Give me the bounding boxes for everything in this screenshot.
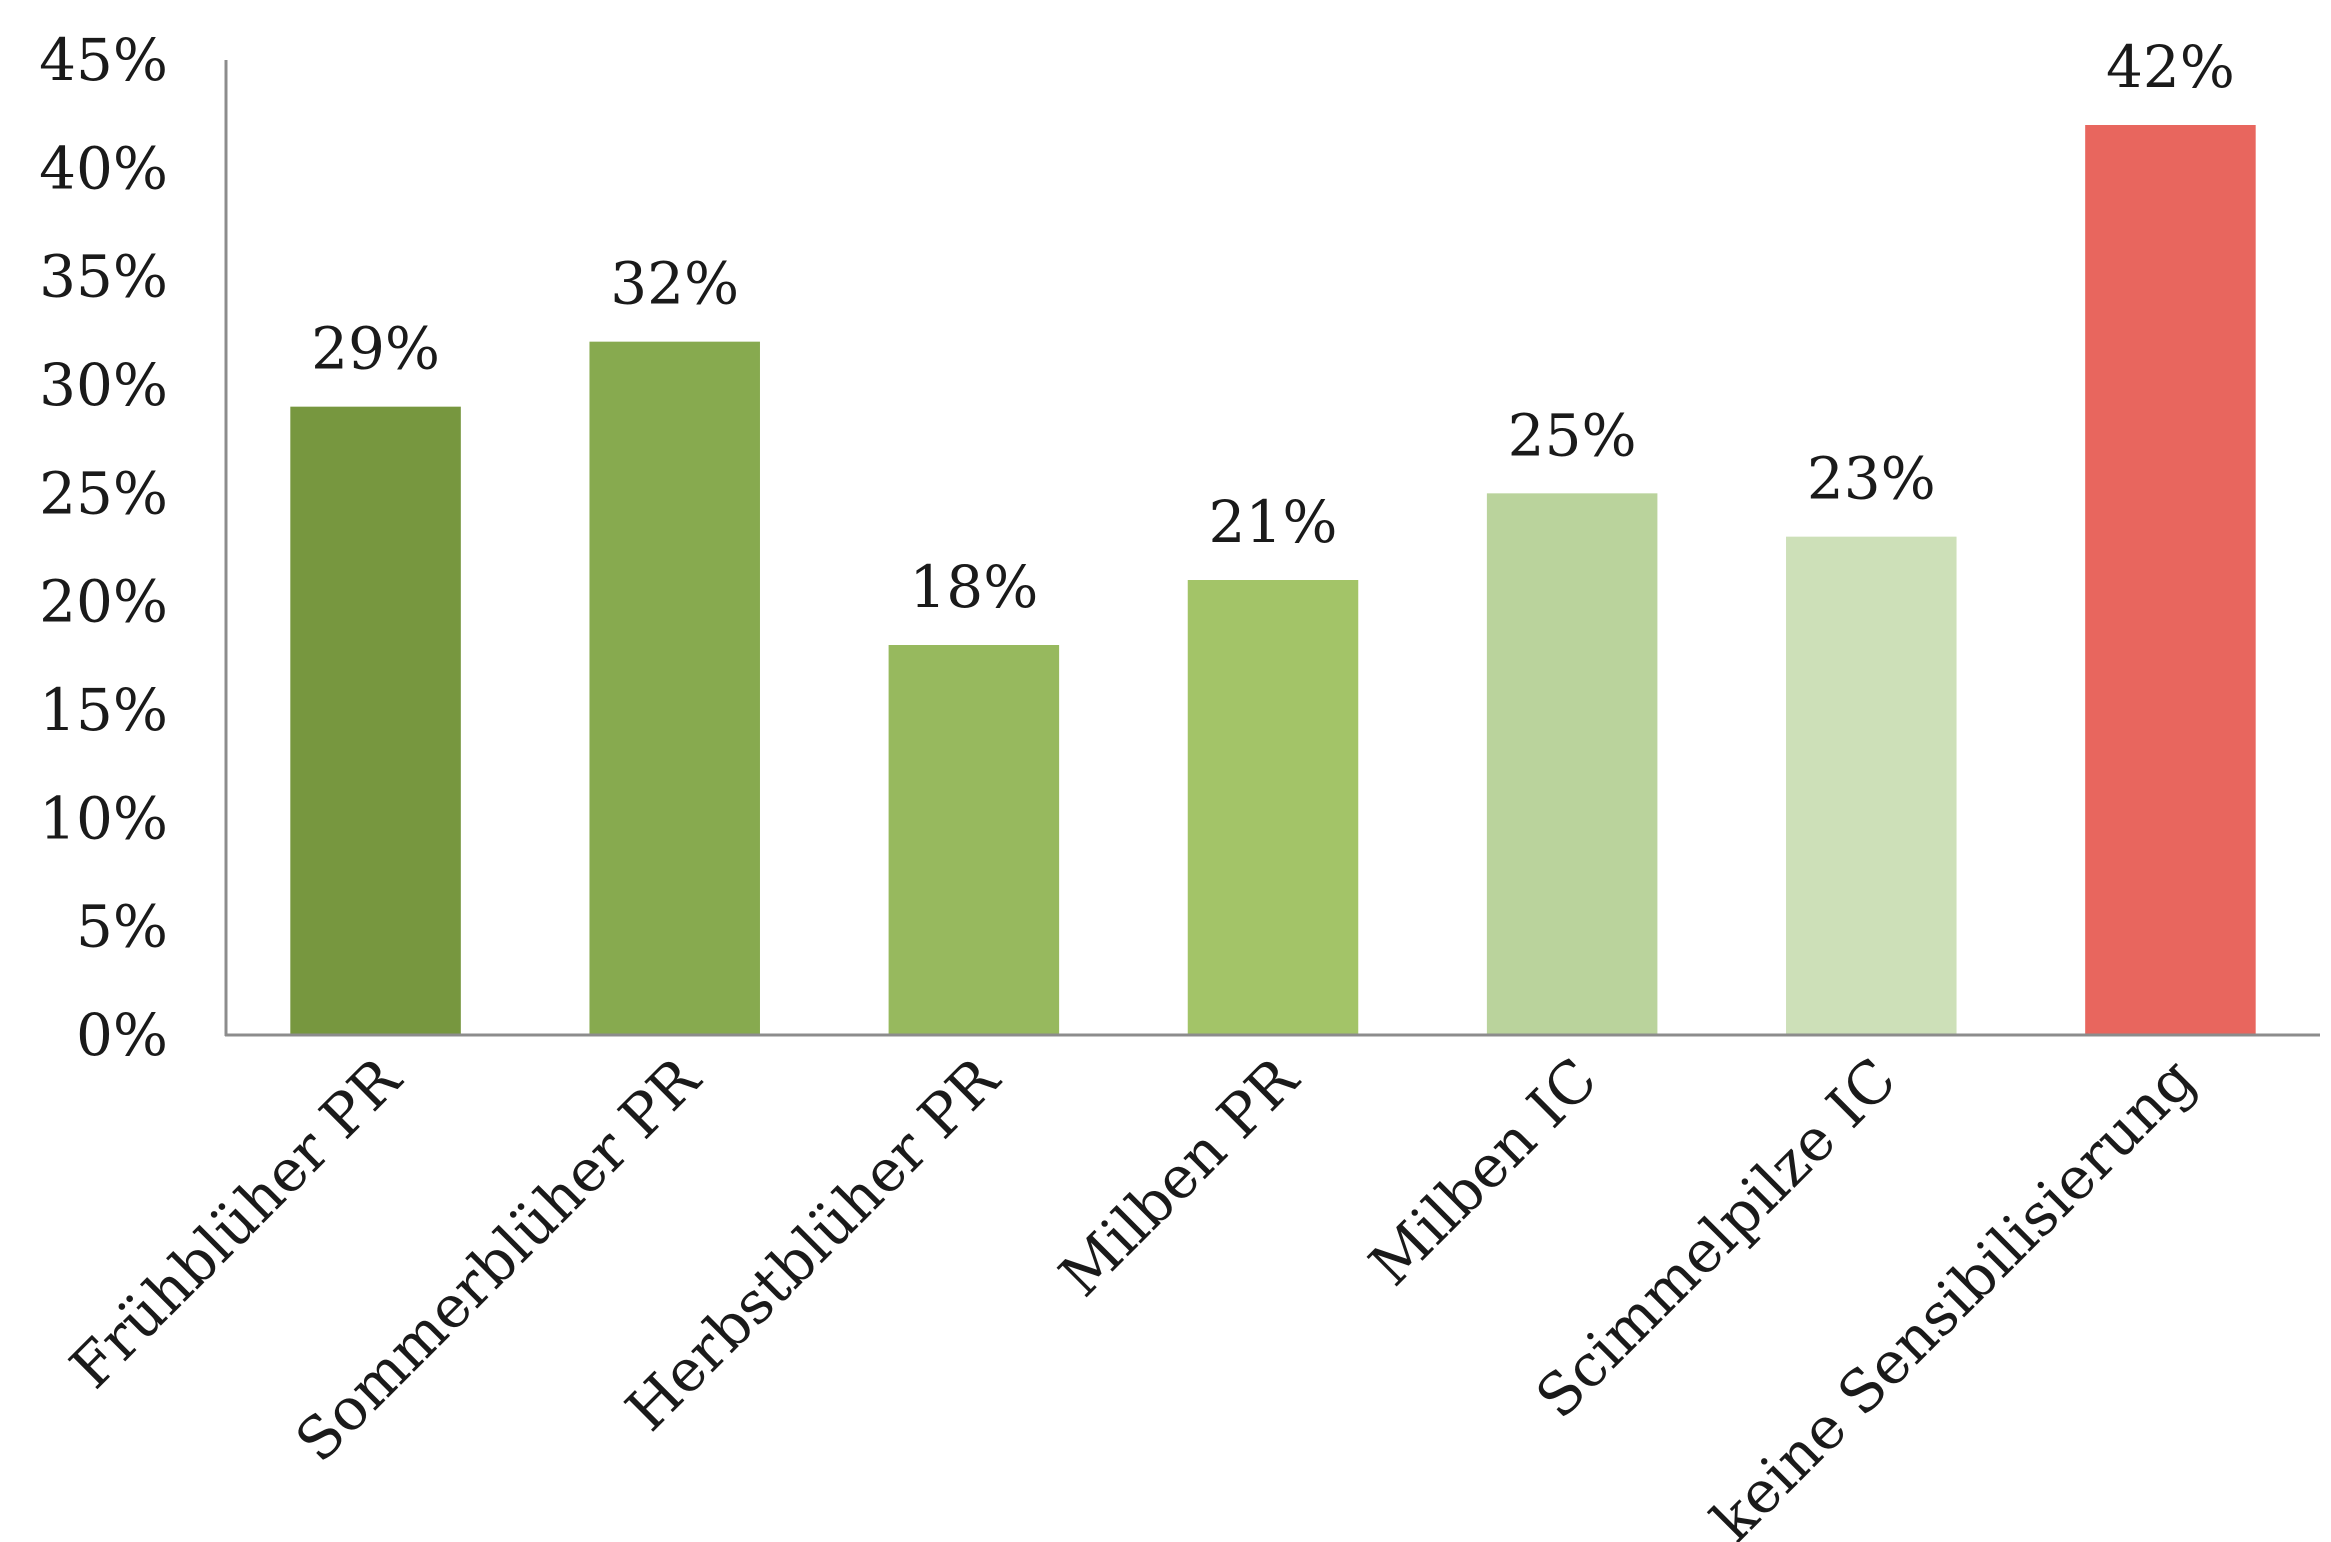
category-label: Milben IC bbox=[1356, 1045, 1610, 1299]
y-tick-label: 30% bbox=[39, 351, 168, 419]
bar bbox=[589, 341, 760, 1036]
y-tick-label: 45% bbox=[39, 26, 168, 94]
data-label: 29% bbox=[311, 315, 440, 383]
bars bbox=[290, 125, 2256, 1036]
data-label: 32% bbox=[610, 250, 739, 318]
bar bbox=[1187, 580, 1359, 1035]
y-tick-label: 25% bbox=[39, 459, 168, 527]
y-tick-label: 20% bbox=[39, 568, 168, 636]
bar bbox=[2085, 125, 2256, 1035]
data-label: 21% bbox=[1209, 488, 1338, 556]
y-tick-label: 0% bbox=[76, 1001, 168, 1069]
y-axis-ticks: 0% 5% 10% 15% 20% 25% 30% 35% 40% 45% bbox=[39, 26, 168, 1069]
y-tick-label: 35% bbox=[39, 243, 168, 311]
data-label: 23% bbox=[1807, 445, 1936, 513]
data-label: 42% bbox=[2106, 33, 2235, 101]
y-tick-label: 40% bbox=[39, 134, 168, 202]
y-tick-label: 10% bbox=[39, 784, 168, 852]
category-label: keine Sensibilisierung bbox=[1699, 1045, 2209, 1542]
data-label: 18% bbox=[909, 553, 1038, 621]
bar bbox=[1786, 536, 1957, 1035]
bar bbox=[1486, 493, 1658, 1035]
bar bbox=[888, 645, 1060, 1035]
y-tick-label: 5% bbox=[76, 893, 168, 961]
category-label: Milben PR bbox=[1046, 1043, 1312, 1309]
data-label: 25% bbox=[1508, 401, 1637, 469]
axes bbox=[224, 60, 2320, 1037]
bar bbox=[290, 406, 461, 1036]
data-labels: 29% 32% 18% 21% 25% 23% 42% bbox=[311, 33, 2235, 621]
y-tick-label: 15% bbox=[39, 676, 168, 744]
